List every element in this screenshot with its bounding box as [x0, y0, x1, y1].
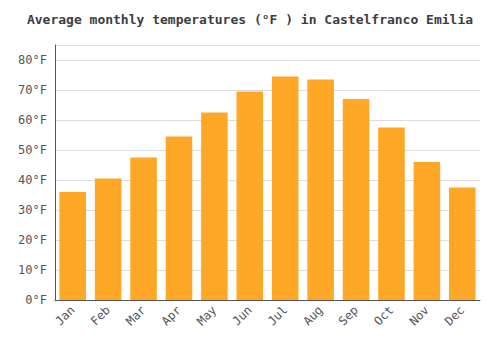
svg-text:40°F: 40°F — [18, 173, 47, 187]
svg-text:70°F: 70°F — [18, 83, 47, 97]
svg-text:Oct: Oct — [371, 303, 396, 328]
svg-text:May: May — [194, 303, 219, 328]
svg-text:Feb: Feb — [88, 303, 113, 328]
svg-text:Nov: Nov — [407, 303, 432, 328]
svg-text:Jun: Jun — [230, 303, 255, 328]
svg-text:Jan: Jan — [52, 303, 77, 328]
svg-text:Mar: Mar — [123, 303, 148, 328]
svg-text:Average monthly temperatures (: Average monthly temperatures (°F ) in Ca… — [27, 12, 473, 27]
svg-text:Aug: Aug — [300, 303, 325, 328]
svg-text:30°F: 30°F — [18, 203, 47, 217]
svg-text:60°F: 60°F — [18, 113, 47, 127]
svg-text:80°F: 80°F — [18, 53, 47, 67]
svg-text:Jul: Jul — [265, 303, 290, 328]
svg-text:50°F: 50°F — [18, 143, 47, 157]
svg-text:20°F: 20°F — [18, 233, 47, 247]
svg-text:10°F: 10°F — [18, 263, 47, 277]
svg-text:Apr: Apr — [159, 303, 184, 328]
svg-text:Dec: Dec — [442, 303, 467, 328]
svg-text:Sep: Sep — [336, 303, 361, 328]
svg-text:0°F: 0°F — [25, 293, 47, 307]
